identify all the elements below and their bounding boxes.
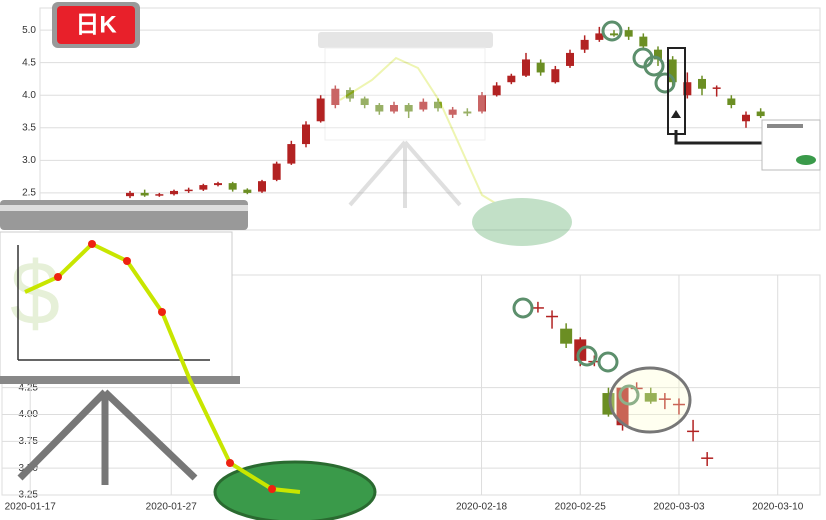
candle-body	[346, 90, 354, 99]
candle-body	[507, 75, 516, 83]
candle-body	[595, 33, 604, 40]
candle-body	[478, 95, 486, 112]
candle-body	[243, 189, 252, 193]
marks	[126, 26, 794, 467]
candle-body	[155, 194, 164, 196]
candle-body	[492, 85, 501, 96]
candle-body	[287, 144, 296, 164]
candle-body	[184, 189, 193, 192]
candle-body	[434, 101, 442, 109]
candle-body	[302, 124, 310, 145]
candle-body	[683, 82, 692, 96]
candle-body	[272, 163, 281, 180]
candle-body	[672, 403, 685, 406]
candle-body	[170, 190, 178, 195]
y-tick-label: 4.5	[22, 57, 36, 68]
candle-body	[463, 111, 472, 114]
candle-body	[390, 105, 398, 112]
candle-body	[228, 183, 237, 190]
badge: 日K	[52, 2, 140, 48]
candle-body	[654, 49, 662, 60]
candle-body	[126, 192, 134, 197]
highlights	[512, 20, 692, 434]
y-tick-label: 4.0	[22, 90, 36, 101]
candle-body	[624, 30, 633, 37]
easel: $	[0, 200, 377, 520]
x-tick-label: 2020-01-17	[5, 502, 57, 513]
candle-body	[536, 62, 545, 73]
candle-body	[580, 39, 589, 50]
candle-body	[199, 185, 208, 190]
y-tick-label: 3.5	[22, 122, 36, 133]
badge-label: 日K	[75, 11, 117, 38]
candle-body	[258, 181, 266, 192]
x-tick-label: 2020-02-25	[555, 502, 607, 513]
x-tick-label: 2020-03-10	[752, 502, 804, 513]
candle-body	[375, 105, 384, 112]
bottom-plot: 3.253.503.754.004.252020-01-172020-01-27…	[1, 274, 821, 513]
x-tick-label: 2020-01-27	[146, 502, 198, 513]
candle-body	[551, 69, 560, 83]
candle-body	[404, 105, 413, 112]
candle-body	[560, 328, 573, 344]
candle-body	[448, 109, 457, 115]
candle-body	[756, 111, 765, 117]
candle-body	[610, 33, 618, 36]
candle-body	[712, 87, 721, 89]
plot-frame	[39, 7, 821, 231]
y-tick-label: 3.0	[22, 155, 36, 166]
candle-body	[546, 315, 559, 318]
candle-body	[668, 59, 677, 83]
candle-body	[698, 78, 706, 89]
top-plot: 2.5 3.0 3.5 4.0 4.5 5.0	[22, 7, 821, 231]
candle-body	[316, 98, 325, 122]
candle-body	[360, 98, 369, 106]
candle-body	[140, 192, 149, 196]
candle-body	[419, 101, 428, 110]
candle-body	[566, 52, 574, 66]
x-tick-label: 2020-03-03	[653, 502, 705, 513]
candle-body	[727, 98, 736, 106]
candle-body	[658, 398, 671, 400]
candle-body	[687, 430, 700, 433]
candle-body	[522, 59, 530, 76]
candle-body	[701, 457, 714, 459]
candle-body	[214, 183, 222, 186]
candle-body	[331, 88, 340, 106]
faded-easel	[318, 32, 572, 246]
candle-body	[531, 307, 544, 309]
candle-body	[639, 36, 648, 47]
candle-body	[742, 114, 750, 122]
y-tick-label: 5.0	[22, 25, 36, 36]
y-tick-label: 2.5	[22, 188, 36, 199]
x-tick-label: 2020-02-18	[456, 502, 508, 513]
candle-body	[644, 393, 657, 402]
selection-box	[667, 47, 821, 171]
